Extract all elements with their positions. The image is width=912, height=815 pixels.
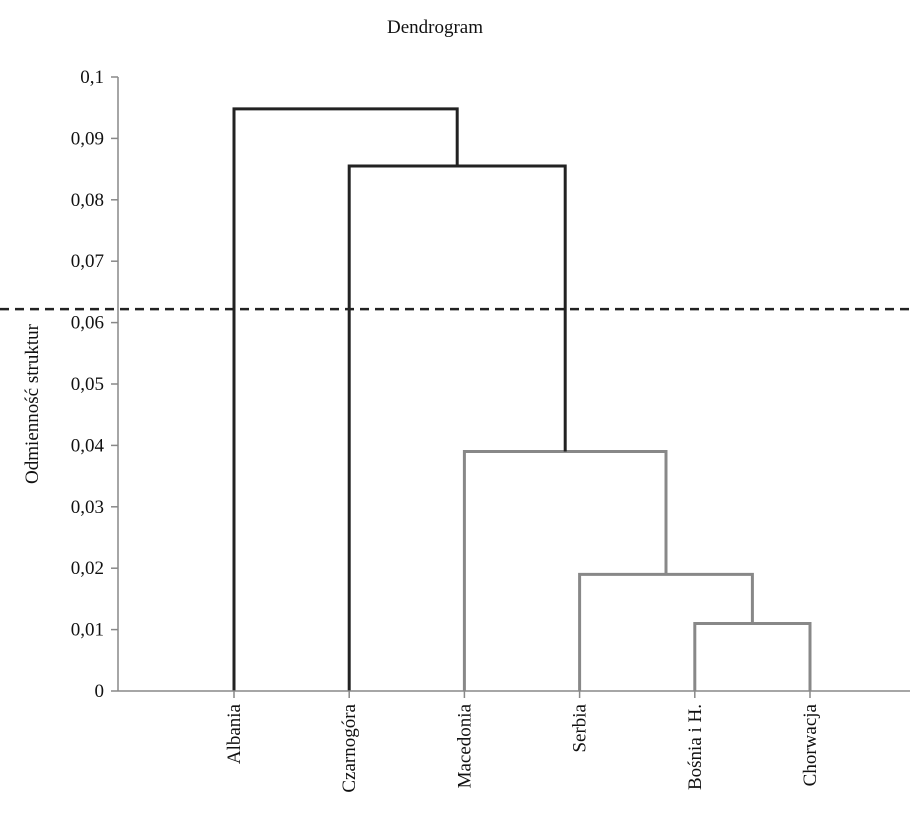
y-tick-label: 0,09 [71, 128, 104, 149]
dendrogram-link-m2 [578, 572, 754, 691]
chart-title: Dendrogram [387, 17, 483, 38]
y-tick-label: 0,07 [71, 251, 104, 272]
y-axis-ticks: 0 0,01 0,02 0,03 0,04 0,05 0,06 0,07 0,08 0,09 0,1 [71, 67, 118, 702]
y-tick-label: 0,08 [71, 190, 104, 211]
y-tick-label: 0,05 [71, 374, 104, 395]
y-tick-label: 0,02 [71, 558, 104, 579]
dendrogram-link-m1 [693, 621, 812, 691]
y-tick-label: 0,04 [71, 435, 105, 456]
y-tick-label: 0,01 [71, 620, 104, 641]
x-axis-labels: Albania Czarnogóra Macedonia Serbia Bośnia i… [224, 691, 821, 793]
dendrogram-links [232, 107, 812, 691]
dendrogram-link-m4 [347, 164, 567, 691]
axes [117, 77, 910, 692]
leaf-label: Chorwacja [800, 703, 821, 786]
y-tick-label: 0,06 [71, 313, 104, 334]
y-tick-label: 0,1 [80, 67, 104, 88]
leaf-label: Albania [224, 703, 245, 764]
leaf-label: Bośnia i H. [685, 704, 706, 790]
dendrogram-link-m5 [232, 107, 459, 691]
leaf-label: Serbia [570, 703, 591, 752]
dendrogram-link-m3 [462, 450, 668, 691]
y-tick-label: 0,03 [71, 497, 104, 518]
y-tick-label: 0 [95, 681, 105, 702]
leaf-label: Macedonia [454, 703, 475, 788]
y-axis-label: Odmienność struktur [22, 323, 43, 484]
leaf-label: Czarnogóra [339, 703, 360, 792]
